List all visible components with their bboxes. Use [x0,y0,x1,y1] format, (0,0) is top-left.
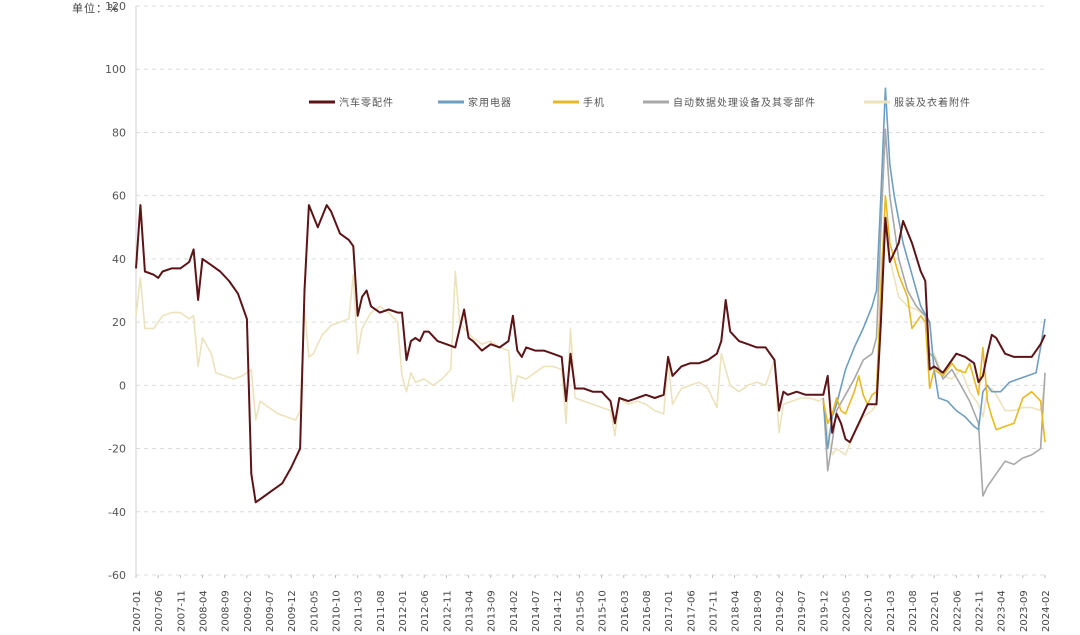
legend-label: 自动数据处理设备及其零部件 [673,96,816,109]
x-tick-label: 2012-01 [398,590,409,632]
x-tick-label: 2010-10 [332,590,343,632]
x-tick-label: 2019-02 [775,590,786,632]
x-tick-label: 2011-08 [376,590,387,632]
x-tick-label: 2016-03 [620,590,631,632]
y-tick-label: -40 [108,506,126,519]
x-tick-label: 2022-11 [974,590,985,632]
x-tick-label: 2020-10 [864,590,875,632]
series-line-4 [135,220,1046,456]
y-tick-label: 60 [112,190,126,203]
y-tick-label: 20 [112,316,126,329]
y-tick-label: 0 [119,379,126,392]
x-tick-label: 2014-12 [553,590,564,632]
x-tick-label: 2015-10 [598,590,609,632]
series-line-3 [822,128,1046,497]
x-tick-label: 2018-04 [731,590,742,632]
legend-label: 汽车零配件 [339,96,394,109]
legend-label: 家用电器 [468,96,512,109]
y-tick-label: 80 [112,126,126,139]
x-tick-label: 2014-07 [531,590,542,632]
x-tick-label: 2007-01 [132,590,143,632]
x-tick-label: 2007-11 [176,590,187,632]
series-line-0 [135,204,1046,504]
x-tick-label: 2016-08 [642,590,653,632]
x-tick-label: 2009-02 [243,590,254,632]
x-tick-label: 2019-12 [819,590,830,632]
x-tick-label: 2012-11 [442,590,453,632]
x-tick-label: 2008-09 [221,590,232,632]
x-tick-label: 2009-12 [287,590,298,632]
x-tick-label: 2019-07 [797,590,808,632]
x-tick-label: 2010-05 [309,590,320,632]
x-tick-label: 2017-11 [708,590,719,632]
x-tick-label: 2009-07 [265,590,276,632]
y-tick-label: 40 [112,253,126,266]
y-tick-label: 100 [105,63,126,76]
x-tick-label: 2012-06 [420,590,431,632]
x-tick-label: 2024-02 [1041,590,1052,632]
series-line-1 [822,87,1046,450]
x-tick-label: 2018-09 [753,590,764,632]
y-tick-label: -20 [108,443,126,456]
x-tick-label: 2021-03 [886,590,897,632]
x-tick-label: 2017-01 [664,590,675,632]
legend-label: 手机 [583,96,605,109]
x-tick-label: 2013-09 [487,590,498,632]
x-tick-label: 2017-06 [686,590,697,632]
x-tick-label: 2023-04 [997,590,1008,632]
x-tick-label: 2021-08 [908,590,919,632]
x-tick-label: 2011-03 [354,590,365,632]
series-line-2 [822,194,1046,443]
x-tick-label: 2022-06 [952,590,963,632]
x-tick-label: 2007-06 [154,590,165,632]
x-tick-label: 2022-01 [930,590,941,632]
y-tick-label: -60 [108,569,126,582]
x-tick-label: 2013-04 [465,590,476,632]
legend-label: 服装及衣着附件 [894,96,971,109]
x-tick-label: 2015-05 [575,590,586,632]
y-tick-label: 120 [105,0,126,13]
x-tick-label: 2023-09 [1019,590,1030,632]
x-tick-label: 2008-04 [199,590,210,632]
unit-label: 单位：% [72,2,120,15]
x-tick-label: 2020-05 [841,590,852,632]
x-tick-label: 2014-02 [509,590,520,632]
